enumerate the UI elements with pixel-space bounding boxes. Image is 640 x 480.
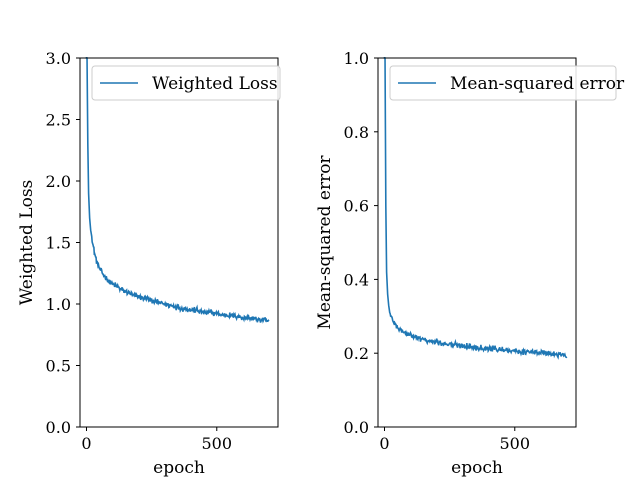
weighted-loss-legend: Weighted Loss [91,65,281,101]
weighted-loss-y-tick-label: 1.5 [46,234,71,253]
weighted-loss-legend-box [91,65,281,101]
weighted-loss-panel: 0.0 0.5 1.0 1.5 2.0 2.5 3.0 0 500 epoch Weighte… [17,49,281,478]
mse-legend-box [389,65,617,101]
mse-y-tick-label: 0.0 [344,418,369,437]
mse-y-tick-label: 0.4 [344,270,369,289]
weighted-loss-y-tick-label: 1.0 [46,295,71,314]
mse-x-ticks: 0 500 [379,427,530,453]
mse-x-tick-label: 0 [379,434,389,453]
mse-x-tick-label: 500 [500,434,531,453]
weighted-loss-axes-frame [79,57,279,428]
weighted-loss-x-tick-label: 0 [81,434,91,453]
weighted-loss-y-tick-label: 3.0 [46,49,71,68]
weighted-loss-x-ticks: 0 500 [81,427,232,453]
mse-y-tick-label: 0.2 [344,344,369,363]
weighted-loss-y-tick-label: 2.0 [46,172,71,191]
weighted-loss-y-tick-label: 0.0 [46,418,71,437]
mse-y-tick-label: 1.0 [344,49,369,68]
mse-y-ticks: 0.0 0.2 0.4 0.6 0.8 1.0 [344,49,378,437]
weighted-loss-y-axis-label: Weighted Loss [17,180,37,306]
weighted-loss-series-line [85,57,270,324]
mse-y-tick-label: 0.6 [344,197,369,216]
weighted-loss-y-tick-label: 0.5 [46,357,71,376]
mse-y-tick-label: 0.8 [344,123,369,142]
weighted-loss-x-tick-label: 500 [202,434,233,453]
mse-series-line [383,57,568,360]
weighted-loss-x-axis-label: epoch [153,458,205,478]
mse-panel: 0.0 0.2 0.4 0.6 0.8 1.0 0 500 epoch Mean-squar… [315,49,625,478]
weighted-loss-legend-label: Weighted Loss [152,74,278,94]
weighted-loss-y-ticks: 0.0 0.5 1.0 1.5 2.0 2.5 3.0 [46,49,80,437]
mse-y-axis-label: Mean-squared error [315,155,335,330]
mse-axes-frame [377,57,577,428]
mse-legend-label: Mean-squared error [450,74,625,94]
mse-legend: Mean-squared error [389,65,625,101]
weighted-loss-y-tick-label: 2.5 [46,111,71,130]
mse-x-axis-label: epoch [451,458,503,478]
